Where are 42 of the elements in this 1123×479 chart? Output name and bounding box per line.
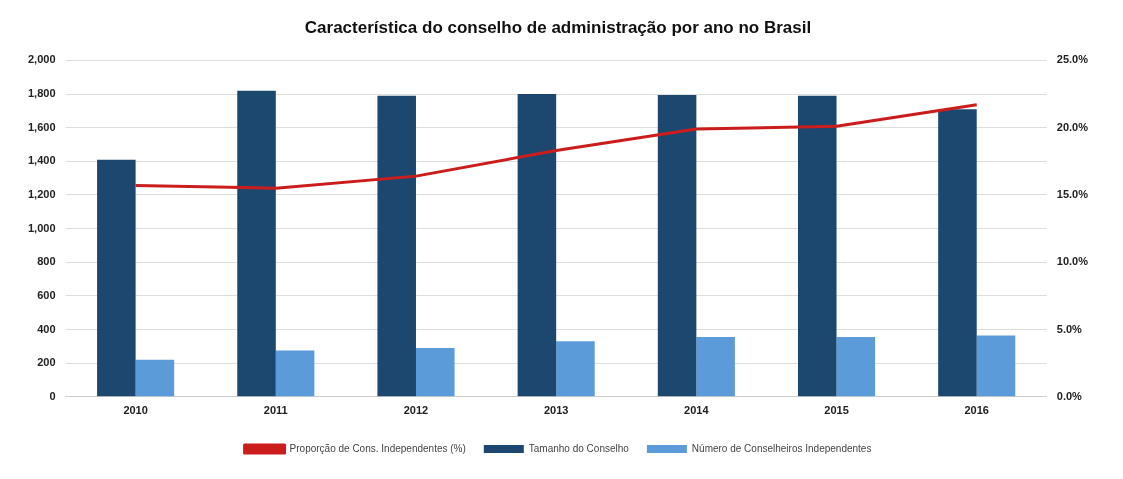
y-tick-label: 1,600 xyxy=(28,120,56,133)
legend-label: Tamanho do Conselho xyxy=(528,442,630,454)
x-tick-label: 2014 xyxy=(684,404,710,417)
bar xyxy=(797,95,837,397)
y2-tick-label: 5.0% xyxy=(1056,322,1083,335)
y2-tick-label: 10.0% xyxy=(1056,255,1089,268)
x-tick-label: 2013 xyxy=(543,404,569,417)
y-tick-label: 1,800 xyxy=(28,87,56,100)
y-tick-label: 1,400 xyxy=(28,154,56,167)
y2-tick-label: 25.0% xyxy=(1056,53,1089,66)
y-tick-label: 400 xyxy=(37,322,56,335)
x-tick-label: 2010 xyxy=(123,404,148,417)
bar xyxy=(97,159,136,397)
y-tick-label: 1,200 xyxy=(28,187,56,200)
bar xyxy=(135,359,175,397)
bar xyxy=(377,95,416,397)
y2-tick-label: 20.0% xyxy=(1056,120,1089,133)
y-tick-label: 200 xyxy=(37,356,56,369)
bar xyxy=(275,350,315,397)
bar xyxy=(237,90,276,397)
y-tick-label: 0 xyxy=(49,389,56,402)
y-tick-label: 800 xyxy=(37,255,56,268)
x-tick-label: 2012 xyxy=(403,404,429,417)
y2-tick-label: 0.0% xyxy=(1056,389,1083,402)
bar xyxy=(836,337,876,397)
legend-label: Número de Conselheiros Independentes xyxy=(691,442,872,454)
y2-tick-label: 15.0% xyxy=(1056,187,1089,200)
y-tick-label: 600 xyxy=(37,288,56,301)
x-tick-label: 2016 xyxy=(964,404,989,417)
bar xyxy=(976,335,1016,397)
bar xyxy=(938,109,977,397)
bar xyxy=(657,94,697,397)
x-tick-label: 2015 xyxy=(824,404,849,417)
bar xyxy=(696,337,735,397)
bar xyxy=(556,341,595,397)
y-tick-label: 1,000 xyxy=(28,221,56,234)
chart-title: Característica do conselho de administração por ano no Brasil xyxy=(304,17,812,37)
legend-label: Proporção de Cons. Independentes (%) xyxy=(289,442,466,454)
bar xyxy=(415,348,455,397)
bar xyxy=(517,94,557,397)
y-tick-label: 2,000 xyxy=(28,53,56,66)
x-tick-label: 2011 xyxy=(263,404,288,417)
